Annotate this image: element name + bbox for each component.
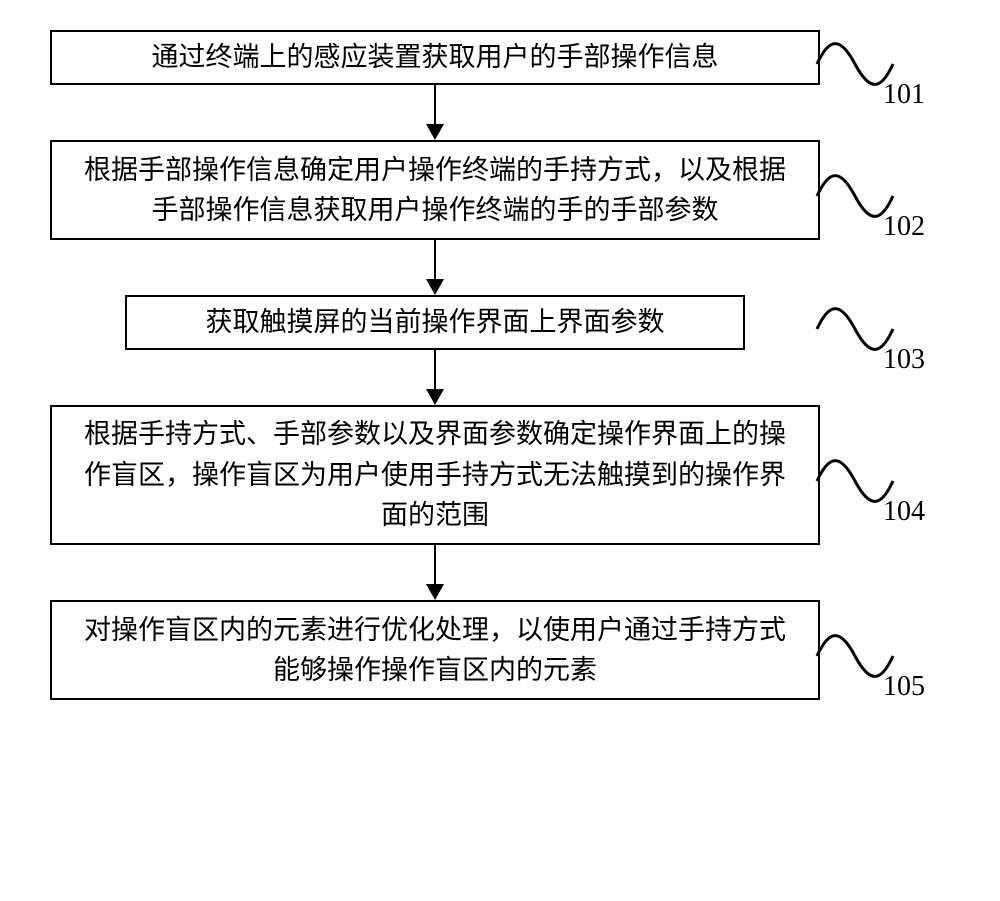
step-number: 101 (883, 79, 925, 111)
arrow-head-icon (426, 389, 444, 405)
step-label-wave-105: 105 (815, 631, 895, 681)
flowchart-container: 通过终端上的感应装置获取用户的手部操作信息101根据手部操作信息确定用户操作终端… (50, 30, 950, 700)
arrow-head-icon (426, 279, 444, 295)
arrow-line (434, 240, 436, 279)
step-row-105: 对操作盲区内的元素进行优化处理，以使用户通过手持方式能够操作操作盲区内的元素 10… (50, 600, 950, 700)
arrow-head-icon (426, 124, 444, 140)
step-row-104: 根据手持方式、手部参数以及界面参数确定操作界面上的操作盲区，操作盲区为用户使用手… (50, 405, 950, 545)
step-box-102: 根据手部操作信息确定用户操作终端的手持方式，以及根据手部操作信息获取用户操作终端… (50, 140, 820, 240)
arrow-line (434, 350, 436, 389)
step-text: 根据手部操作信息确定用户操作终端的手持方式，以及根据手部操作信息获取用户操作终端… (72, 150, 798, 231)
arrow-line (434, 85, 436, 124)
arrow-line (434, 545, 436, 584)
step-box-103: 获取触摸屏的当前操作界面上界面参数 (125, 295, 745, 350)
step-box-101: 通过终端上的感应装置获取用户的手部操作信息 (50, 30, 820, 85)
arrow-down-icon (50, 85, 820, 140)
step-number: 103 (883, 344, 925, 376)
step-text: 根据手持方式、手部参数以及界面参数确定操作界面上的操作盲区，操作盲区为用户使用手… (72, 414, 798, 536)
step-label-wave-104: 104 (815, 456, 895, 506)
step-number: 102 (883, 211, 925, 243)
step-text: 通过终端上的感应装置获取用户的手部操作信息 (152, 37, 719, 78)
step-label-wave-103: 103 (815, 304, 895, 354)
step-box-104: 根据手持方式、手部参数以及界面参数确定操作界面上的操作盲区，操作盲区为用户使用手… (50, 405, 820, 545)
step-text: 对操作盲区内的元素进行优化处理，以使用户通过手持方式能够操作操作盲区内的元素 (72, 610, 798, 691)
step-label-wave-102: 102 (815, 171, 895, 221)
step-box-105: 对操作盲区内的元素进行优化处理，以使用户通过手持方式能够操作操作盲区内的元素 (50, 600, 820, 700)
step-label-wave-101: 101 (815, 39, 895, 89)
arrow-down-icon (50, 240, 820, 295)
step-text: 获取触摸屏的当前操作界面上界面参数 (206, 302, 665, 343)
arrow-down-icon (50, 350, 820, 405)
arrow-head-icon (426, 584, 444, 600)
step-row-101: 通过终端上的感应装置获取用户的手部操作信息101 (50, 30, 950, 85)
step-row-103: 获取触摸屏的当前操作界面上界面参数103 (50, 295, 950, 350)
step-row-102: 根据手部操作信息确定用户操作终端的手持方式，以及根据手部操作信息获取用户操作终端… (50, 140, 950, 240)
arrow-down-icon (50, 545, 820, 600)
step-number: 104 (883, 496, 925, 528)
step-number: 105 (883, 671, 925, 703)
